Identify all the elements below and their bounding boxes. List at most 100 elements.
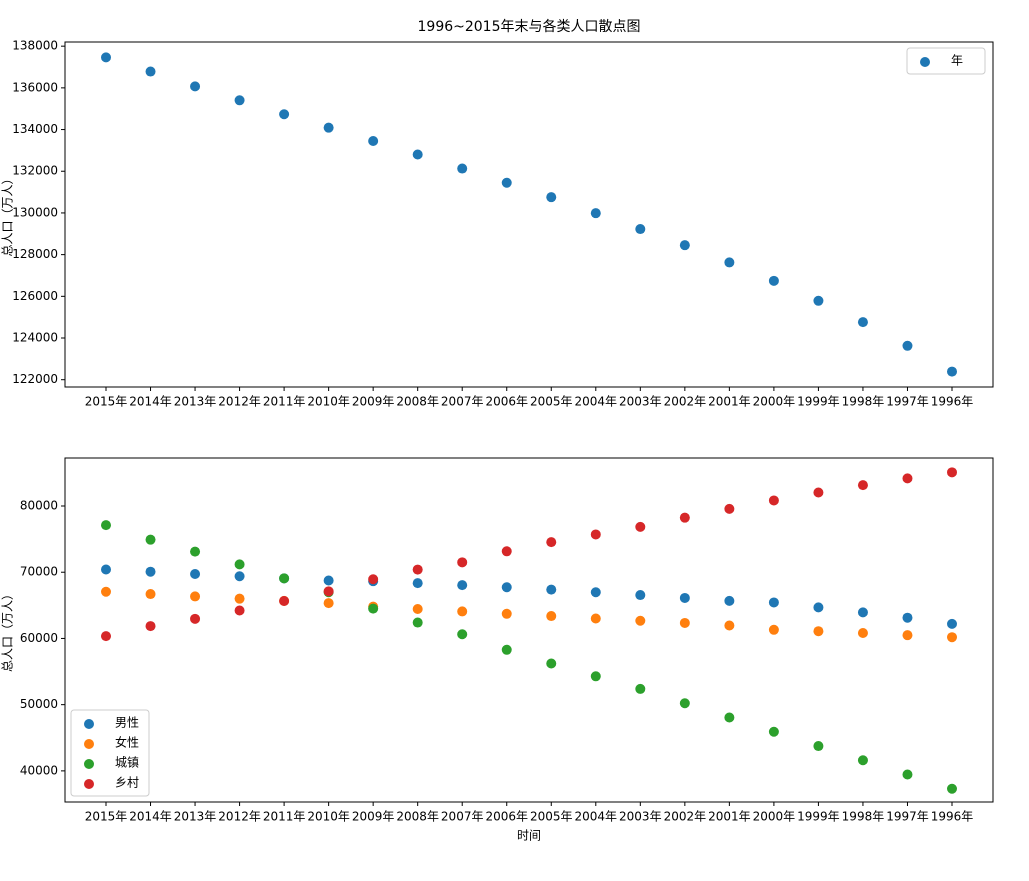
point: [590, 671, 601, 682]
x-tick-label: 2007年: [441, 810, 484, 824]
point: [546, 658, 557, 669]
point: [590, 208, 601, 219]
point: [279, 109, 290, 120]
point: [323, 598, 334, 609]
point: [145, 621, 156, 632]
legend-label: 乡村: [115, 776, 139, 790]
point: [635, 615, 646, 626]
point: [635, 224, 646, 235]
point: [857, 317, 868, 328]
chart-title: 1996~2015年末与各类人口散点图: [418, 19, 641, 35]
point: [190, 81, 201, 92]
x-tick-label: 2000年: [753, 395, 796, 409]
point: [457, 580, 468, 591]
y-tick-label: 60000: [20, 631, 58, 645]
y-tick-label: 136000: [12, 80, 58, 94]
point: [501, 546, 512, 557]
x-tick-label: 2008年: [396, 810, 439, 824]
point: [101, 52, 111, 63]
x-tick-label: 2013年: [174, 395, 217, 409]
point: [813, 487, 824, 498]
point: [635, 683, 646, 694]
point: [101, 564, 111, 575]
x-tick-label: 2013年: [174, 810, 217, 824]
point: [902, 769, 913, 780]
point: [234, 571, 245, 582]
legend: 年: [906, 47, 986, 75]
x-tick-label: 2006年: [485, 810, 528, 824]
x-tick-label: 2011年: [263, 810, 306, 824]
point: [857, 628, 868, 639]
point: [234, 605, 245, 616]
plot-frame: [64, 457, 994, 803]
x-tick-label: 2005年: [530, 810, 573, 824]
x-tick-label: 1996年: [931, 395, 974, 409]
legend-label: 年: [951, 54, 963, 68]
point: [947, 467, 957, 478]
legend-frame: [70, 709, 150, 797]
point: [190, 613, 201, 624]
point: [323, 575, 334, 586]
point: [902, 612, 913, 623]
point: [902, 340, 913, 351]
x-tick-label: 2012年: [218, 810, 261, 824]
y-tick-label: 80000: [20, 499, 58, 513]
x-tick-label: 2010年: [307, 395, 350, 409]
point: [501, 644, 512, 655]
x-tick-label: 2003年: [619, 395, 662, 409]
legend-marker: [84, 719, 94, 729]
point: [101, 631, 111, 642]
point: [190, 591, 201, 602]
point: [501, 608, 512, 619]
point: [145, 589, 156, 600]
point: [635, 590, 646, 601]
point: [190, 546, 201, 557]
legend-marker: [920, 57, 930, 67]
point: [724, 257, 735, 268]
point: [234, 559, 245, 570]
y-tick-label: 138000: [12, 39, 58, 53]
point: [323, 122, 334, 133]
x-tick-label: 2007年: [441, 395, 484, 409]
x-tick-label: 2002年: [664, 810, 707, 824]
point: [679, 698, 690, 709]
x-tick-label: 2011年: [263, 395, 306, 409]
point: [813, 295, 824, 306]
legend-marker: [84, 759, 94, 769]
point: [857, 607, 868, 618]
x-tick-label: 2015年: [85, 395, 128, 409]
y-tick-label: 130000: [12, 205, 58, 219]
point: [368, 136, 379, 147]
x-tick-label: 2009年: [352, 395, 395, 409]
point: [724, 712, 735, 723]
x-tick-label: 2014年: [129, 810, 172, 824]
x-tick-label: 2002年: [664, 395, 707, 409]
point: [768, 275, 779, 286]
point: [679, 512, 690, 523]
y-tick-label: 134000: [12, 122, 58, 136]
point: [947, 632, 957, 643]
point: [947, 783, 957, 794]
point: [546, 611, 557, 622]
legend-marker: [84, 739, 94, 749]
y-tick-label: 70000: [20, 565, 58, 579]
point: [590, 613, 601, 624]
y-tick-label: 40000: [20, 763, 58, 777]
point: [368, 603, 379, 614]
point: [902, 630, 913, 641]
y-tick-label: 126000: [12, 289, 58, 303]
x-tick-label: 2010年: [307, 810, 350, 824]
legend-frame: [906, 47, 986, 75]
point: [190, 569, 201, 580]
x-tick-label: 2004年: [575, 810, 618, 824]
point: [412, 578, 423, 589]
point: [101, 520, 111, 531]
point: [813, 741, 824, 752]
point: [590, 587, 601, 598]
legend-label: 城镇: [115, 756, 139, 770]
point: [457, 629, 468, 640]
x-tick-label: 1999年: [797, 395, 840, 409]
point: [813, 626, 824, 637]
